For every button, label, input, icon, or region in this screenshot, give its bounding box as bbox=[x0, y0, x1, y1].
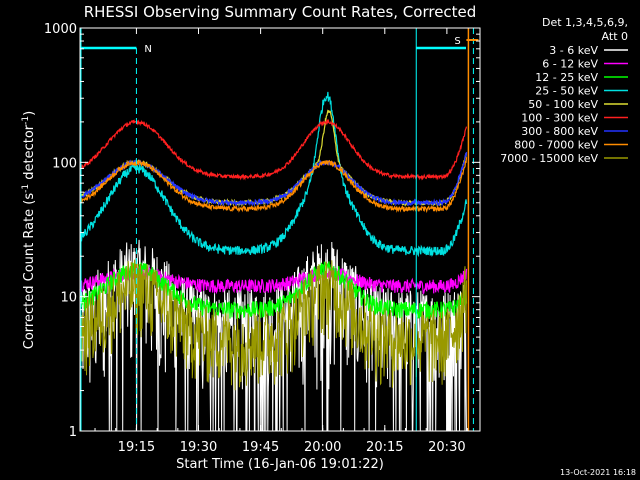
legend-item-label: 25 - 50 keV bbox=[535, 85, 598, 98]
series-line-50-100kev bbox=[79, 109, 468, 208]
y-tick-label: 100 bbox=[52, 156, 77, 171]
plot-frame bbox=[79, 27, 481, 432]
legend-item-label: 800 - 7000 keV bbox=[514, 139, 598, 152]
marker-label-s: S bbox=[454, 36, 460, 47]
legend-item-label: 12 - 25 keV bbox=[535, 71, 598, 84]
axis-ticks: 19:15 19:30 19:45 20:00 20:15 20:30 1 10 100 1000 bbox=[44, 22, 480, 455]
legend-item-label: 7000 - 15000 keV bbox=[500, 152, 598, 165]
svg-text:Corrected Count Rate (s-1 dete: Corrected Count Rate (s-1 detector-1) bbox=[21, 111, 37, 349]
x-tick-label: 20:30 bbox=[428, 440, 465, 455]
x-tick-label: 20:15 bbox=[366, 440, 403, 455]
series-line-800-7000kev bbox=[79, 157, 468, 214]
x-tick-label: 20:00 bbox=[304, 440, 341, 455]
marker-label-n: N bbox=[144, 44, 151, 55]
y-axis-label: Corrected Count Rate (s-1 detector-1) bbox=[21, 111, 37, 349]
x-axis-label: Start Time (16-Jan-06 19:01:22) bbox=[176, 457, 384, 472]
chart-title: RHESSI Observing Summary Count Rates, Co… bbox=[84, 3, 477, 21]
series-line-7000-15000kev bbox=[79, 259, 467, 391]
series-line-12-25kev bbox=[79, 261, 468, 320]
x-tick-label: 19:45 bbox=[242, 440, 279, 455]
legend-item-label: 6 - 12 keV bbox=[542, 58, 598, 71]
series-line-100-300kev bbox=[79, 118, 468, 181]
legend-header: Att 0 bbox=[602, 30, 628, 43]
legend-item-label: 3 - 6 keV bbox=[549, 44, 598, 57]
legend-header: Det 1,3,4,5,6,9, bbox=[542, 16, 628, 29]
legend-item-label: 300 - 800 keV bbox=[521, 125, 598, 138]
x-tick-label: 19:30 bbox=[180, 440, 217, 455]
y-tick-label: 1000 bbox=[44, 22, 77, 37]
legend-item-label: 100 - 300 keV bbox=[521, 112, 598, 125]
y-tick-label: 10 bbox=[60, 291, 77, 306]
timestamp: 13-Oct-2021 16:18 bbox=[560, 468, 636, 477]
legend-item-label: 50 - 100 keV bbox=[528, 98, 598, 111]
plot-area: NS bbox=[79, 28, 479, 432]
y-tick-label: 1 bbox=[69, 425, 77, 440]
series-line-300-800kev bbox=[79, 151, 468, 207]
x-tick-label: 19:15 bbox=[118, 440, 155, 455]
series-line-25-50kev bbox=[79, 91, 468, 258]
